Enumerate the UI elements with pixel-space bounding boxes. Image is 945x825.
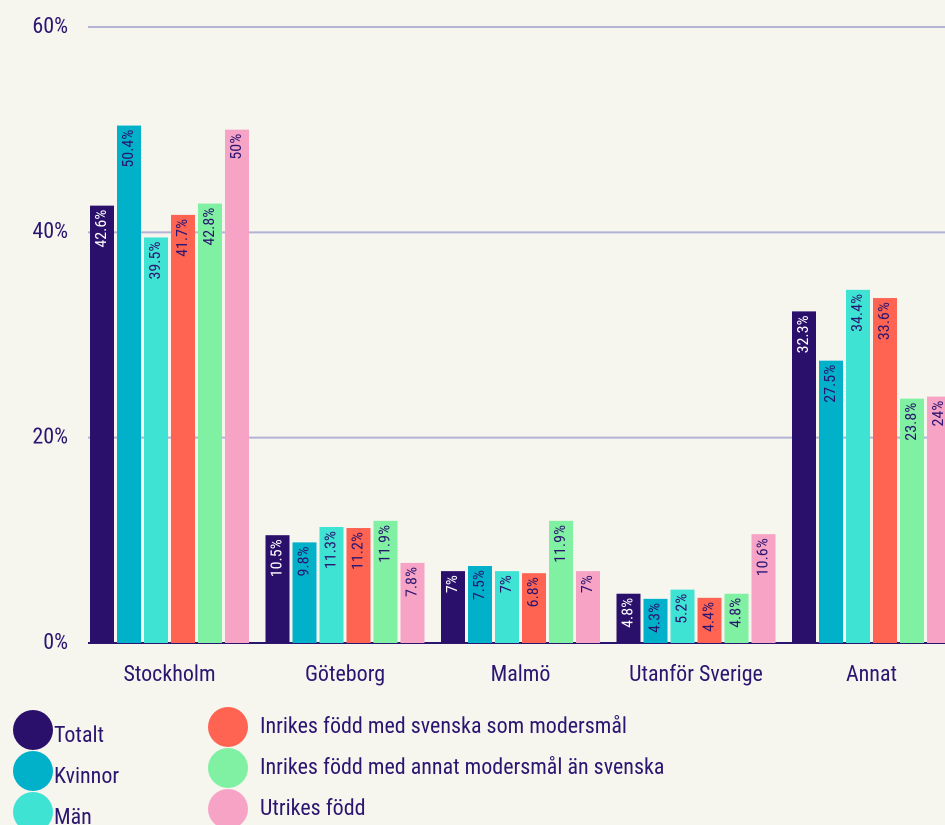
data-label: 11.2% (348, 532, 367, 570)
bar (522, 573, 546, 643)
x-tick-label: Stockholm (123, 662, 215, 687)
legend-marker (13, 710, 53, 750)
x-tick-label: Malmö (491, 662, 551, 687)
data-label: 42.6% (91, 210, 110, 248)
bar (549, 520, 573, 643)
bar (792, 311, 816, 643)
data-label: 10.6% (753, 538, 772, 576)
bar (495, 571, 519, 643)
data-label: 7.5% (469, 570, 488, 600)
bar (373, 520, 398, 643)
data-label: 33.6% (874, 302, 893, 340)
bar (468, 566, 492, 643)
bar (670, 589, 695, 643)
legend-label: Totalt (54, 723, 104, 748)
bar (265, 535, 290, 643)
data-label: 11.3% (321, 531, 340, 569)
data-label: 34.4% (847, 294, 866, 332)
data-label: 50.4% (118, 130, 137, 168)
bar (319, 526, 344, 643)
data-label: 23.8% (901, 403, 920, 441)
bar (724, 593, 749, 643)
data-label: 10.5% (267, 539, 286, 577)
data-label: 4.8% (726, 598, 745, 628)
bar (117, 125, 141, 643)
data-label: 9.8% (294, 546, 313, 576)
bar (643, 598, 668, 643)
data-label: 11.9% (550, 525, 569, 563)
legend-label: Män (54, 805, 92, 825)
legend-label: Inrikes född med svenska som modersmål (260, 714, 627, 739)
legend-marker (208, 748, 248, 788)
x-tick-label: Göteborg (305, 662, 385, 687)
bar (90, 205, 114, 643)
legend-marker (13, 751, 53, 791)
data-label: 7% (577, 575, 596, 593)
bar (144, 237, 168, 643)
legend-label: Inrikes född med annat modersmål än sven… (260, 755, 664, 780)
data-label: 11.9% (375, 525, 394, 563)
legend-label: Utrikes född (260, 796, 366, 821)
y-tick-label: 20% (32, 424, 68, 449)
data-label: 24% (928, 401, 945, 427)
legend-marker (13, 792, 53, 825)
y-tick-label: 0% (43, 630, 68, 655)
data-label: 7% (496, 575, 515, 593)
bar (697, 597, 722, 643)
legend-marker (208, 707, 248, 747)
bar (576, 571, 600, 643)
y-tick-label: 40% (32, 219, 68, 244)
legend-label: Kvinnor (54, 764, 119, 789)
data-label: 7.8% (402, 567, 421, 597)
data-label: 39.5% (145, 241, 164, 279)
x-tick-label: Annat (846, 662, 897, 687)
data-label: 41.7% (172, 219, 191, 257)
bar (846, 289, 870, 643)
data-label: 5.2% (672, 594, 691, 624)
bar (616, 593, 641, 643)
data-label: 4.8% (618, 598, 637, 628)
bar (873, 298, 897, 643)
bar (400, 562, 425, 643)
bar (819, 360, 843, 643)
data-label: 42.8% (199, 208, 218, 246)
bar (441, 571, 465, 643)
data-label: 6.8% (523, 577, 542, 607)
bar (927, 396, 945, 643)
data-label: 4.3% (645, 603, 664, 633)
bar (171, 214, 195, 643)
bar (900, 398, 924, 643)
legend-marker (208, 789, 248, 825)
data-label: 7% (442, 575, 461, 593)
bar (346, 528, 371, 643)
x-tick-label: Utanför Sverige (629, 662, 763, 687)
bar (198, 203, 222, 643)
bar (751, 534, 776, 643)
data-label: 50% (226, 134, 245, 160)
data-label: 32.3% (793, 315, 812, 353)
bar (225, 129, 249, 643)
y-tick-label: 60% (32, 14, 68, 39)
data-label: 27.5% (820, 365, 839, 403)
data-label: 4.4% (699, 602, 718, 632)
bar (292, 542, 317, 643)
